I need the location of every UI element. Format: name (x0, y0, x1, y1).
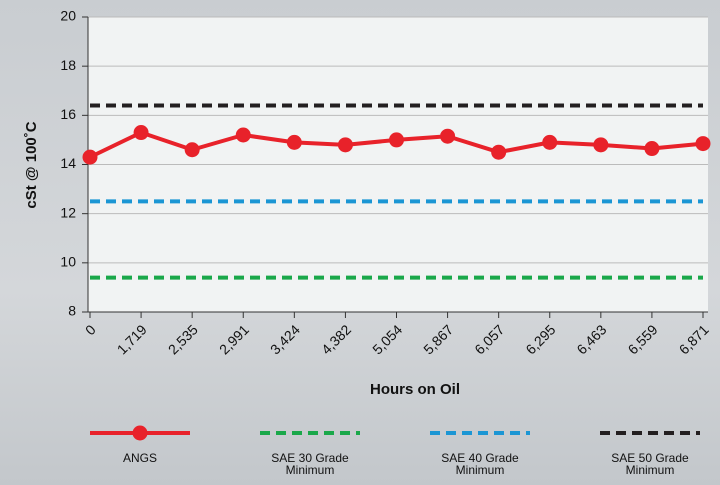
y-tick-label: 12 (60, 204, 76, 220)
x-tick-label: 2,535 (165, 321, 201, 357)
data-point (235, 127, 251, 143)
legend-label: ANGS (122, 451, 157, 465)
y-tick-label: 8 (68, 303, 76, 319)
x-tick-label: 6,559 (625, 321, 661, 357)
x-tick-label: 2,991 (216, 321, 252, 357)
y-tick-label: 18 (60, 57, 76, 73)
legend-label: SAE 30 Grade Minimum (271, 451, 349, 477)
y-tick-label: 20 (60, 8, 76, 24)
data-point (440, 128, 456, 144)
data-point (491, 144, 507, 160)
x-tick-label: 6,295 (522, 321, 558, 357)
data-point (644, 141, 660, 157)
x-tick-label: 3,424 (267, 321, 303, 357)
data-point (542, 134, 558, 150)
data-point (82, 149, 98, 165)
y-tick-label: 10 (60, 254, 76, 270)
x-tick-label: 6,463 (573, 321, 609, 357)
x-tick-label: 1,719 (114, 321, 150, 357)
data-point (695, 136, 711, 152)
y-tick-label: 16 (60, 106, 76, 122)
data-point (389, 132, 404, 148)
x-tick-label: 5,054 (369, 321, 405, 357)
legend-label: SAE 40 Grade Minimum (441, 451, 519, 477)
x-tick-label: 5,867 (420, 321, 456, 357)
x-tick-label: 4,382 (318, 321, 354, 357)
x-axis-label: Hours on Oil (370, 381, 460, 398)
x-tick-label: 6,871 (676, 321, 712, 357)
legend-marker (132, 425, 148, 441)
data-point (337, 137, 353, 153)
x-tick-label: 0 (82, 321, 99, 338)
x-tick-label: 6,057 (471, 321, 507, 357)
data-point (286, 134, 302, 150)
y-tick-label: 14 (60, 155, 76, 171)
data-point (184, 142, 200, 158)
legend-label: SAE 50 Grade Minimum (611, 451, 689, 477)
y-axis-label: cSt @ 100˚C (23, 121, 40, 208)
data-point (593, 137, 609, 153)
data-point (133, 125, 149, 141)
